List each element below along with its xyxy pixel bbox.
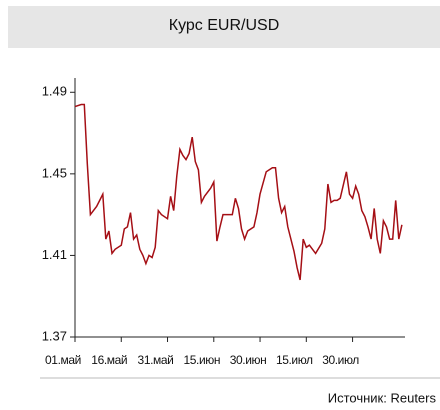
source: Источник: Reuters bbox=[328, 390, 437, 405]
x-tick-label: 01.май bbox=[45, 353, 81, 367]
x-tick-label: 15.июн bbox=[183, 353, 220, 367]
y-tick-label: 1.49 bbox=[42, 84, 67, 99]
y-tick-label: 1.45 bbox=[42, 165, 67, 180]
chart-title: Курс EUR/USD bbox=[169, 17, 280, 34]
x-tick-label: 30.июл bbox=[322, 353, 359, 367]
x-tick-label: 15.июл bbox=[276, 353, 313, 367]
x-tick-label: 30.июн bbox=[230, 353, 267, 367]
x-tick-label: 16.май bbox=[91, 353, 127, 367]
y-tick-label: 1.41 bbox=[42, 247, 67, 262]
header-band bbox=[8, 6, 440, 48]
x-tick-label: 31.май bbox=[138, 353, 174, 367]
y-tick-label: 1.37 bbox=[42, 328, 67, 343]
line bbox=[74, 103, 403, 281]
